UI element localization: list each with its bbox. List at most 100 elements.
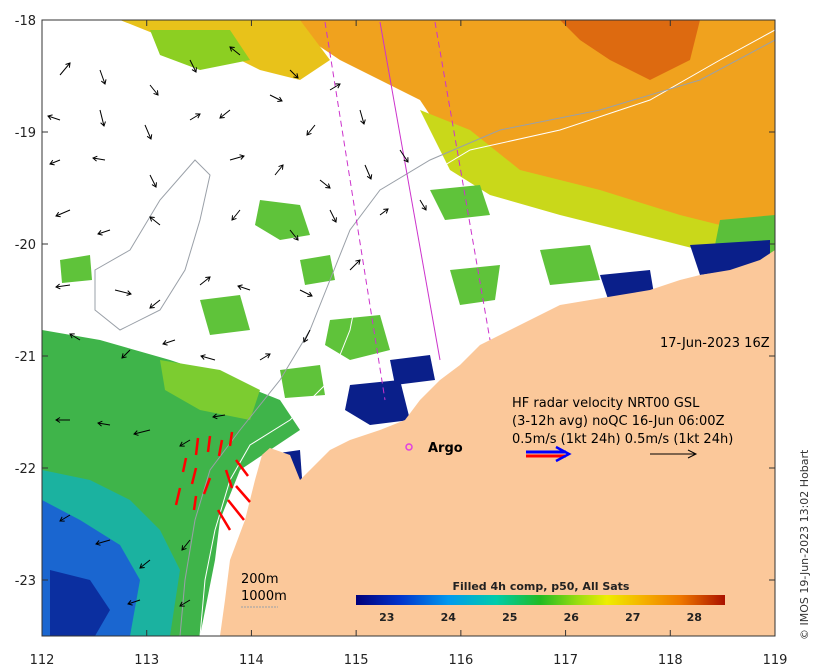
x-tick-label: 118	[658, 653, 683, 668]
contour-1000m	[179, 39, 775, 636]
current-arrow-head	[139, 563, 145, 569]
colorbar-tick-label: 27	[625, 611, 640, 624]
current-arrow-head	[179, 601, 185, 607]
current-arrow-head	[265, 353, 271, 359]
current-arrow-head	[126, 290, 132, 296]
timestamp-label: 17-Jun-2023 16Z	[660, 336, 770, 351]
land	[220, 250, 775, 636]
current-arrow-head	[195, 113, 201, 119]
plot-frame	[41, 19, 776, 637]
current-arrow-head	[306, 130, 312, 136]
colorbar-ticks: 23 24 25 26 27 28	[379, 611, 702, 624]
current-arrow	[419, 199, 427, 211]
current-arrow	[274, 164, 284, 176]
current-arrow	[99, 69, 106, 85]
current-arrow-head	[219, 113, 225, 119]
sst-green-north	[150, 30, 250, 70]
current-arrow-head	[335, 83, 341, 89]
current-arrow	[47, 115, 61, 121]
contour-plateau	[94, 159, 211, 331]
current-arrow-head	[303, 337, 309, 343]
colorbar-tick-label: 26	[564, 611, 580, 624]
y-tick-label: -23	[15, 574, 36, 589]
y-tick-label: -21	[15, 350, 36, 365]
current-arrow	[399, 149, 409, 163]
current-arrow	[97, 422, 111, 426]
x-tick-label: 116	[448, 653, 473, 668]
current-arrow-head	[181, 545, 187, 551]
current-arrow	[149, 216, 161, 226]
radar-legend-line2: (3-12h avg) noQC 16-Jun 06:00Z	[512, 414, 725, 429]
colorbar-tick-label: 28	[687, 611, 702, 624]
current-arrow-head	[100, 79, 107, 85]
current-arrow-head	[49, 159, 55, 166]
current-arrow	[229, 46, 241, 56]
current-arrow-head	[55, 417, 61, 423]
current-arrow	[379, 208, 389, 216]
current-legend-arrow	[650, 449, 698, 459]
x-tick-label: 119	[763, 653, 788, 668]
current-arrow-head	[162, 340, 168, 346]
current-arrow	[269, 94, 283, 102]
current-arrow-head	[47, 114, 53, 120]
current-arrow-head	[421, 205, 427, 211]
current-arrow	[231, 209, 241, 221]
current-arrow	[289, 69, 299, 79]
current-arrow	[237, 285, 251, 291]
current-arrow	[149, 84, 159, 96]
current-arrow-head	[231, 215, 237, 221]
current-arrow-head	[191, 67, 197, 73]
copyright-text: © IMOS 19-Jun-2023 13:02 Hobart	[798, 449, 811, 640]
current-arrow	[121, 349, 131, 359]
current-arrow-head	[355, 259, 361, 265]
current-arrow	[49, 159, 61, 165]
current-arrow	[149, 299, 161, 309]
y-tick-label: -19	[15, 126, 36, 141]
radar-legend-line1: HF radar velocity NRT00 GSL	[512, 396, 700, 411]
current-arrow-head	[205, 276, 211, 282]
current-arrow	[189, 113, 201, 121]
current-arrow	[139, 559, 151, 569]
current-arrow-head	[239, 154, 245, 160]
contour-1000m-label: 1000m	[241, 589, 287, 604]
current-arrow	[179, 599, 191, 607]
current-arrow	[97, 229, 111, 235]
current-arrow	[306, 124, 316, 136]
current-arrow-head	[127, 600, 133, 606]
colorbar-tick-label: 23	[379, 611, 394, 624]
current-arrow	[95, 539, 111, 545]
argo-float-marker	[405, 443, 413, 451]
x-tick-label: 112	[30, 653, 55, 668]
x-tick-label: 114	[239, 653, 264, 668]
cape-range-peninsula	[262, 448, 272, 530]
current-arrow	[329, 83, 341, 91]
hf-radar-vectors	[174, 431, 251, 531]
sst-green-sw-top	[160, 360, 260, 420]
x-tick-label: 113	[134, 653, 159, 668]
current-arrow	[319, 179, 331, 189]
current-arrow-head	[69, 333, 75, 339]
current-arrow-head	[179, 441, 185, 447]
current-arrow-head	[133, 430, 139, 436]
current-arrow-head	[331, 217, 337, 223]
sst-hot-patch	[560, 20, 700, 80]
current-arrow-head	[403, 157, 409, 163]
x-tick-label: 117	[553, 653, 578, 668]
current-arrow-head	[149, 303, 155, 309]
current-arrow-head	[55, 283, 61, 290]
current-arrow	[219, 109, 231, 119]
current-arrow	[133, 429, 151, 435]
current-arrow	[59, 514, 71, 522]
current-arrow	[114, 289, 132, 295]
current-arrow-head	[360, 119, 366, 125]
current-arrow	[92, 157, 106, 161]
current-arrow	[212, 414, 226, 418]
y-axis: -18 -19 -20 -21 -22 -23	[15, 14, 775, 589]
current-arrow-head	[307, 291, 313, 297]
current-vectors	[47, 46, 427, 607]
y-tick-label: -20	[15, 238, 36, 253]
current-arrow-head	[149, 216, 155, 222]
current-arrow-head	[92, 155, 98, 162]
current-arrow	[303, 329, 311, 343]
current-arrow	[349, 259, 361, 271]
